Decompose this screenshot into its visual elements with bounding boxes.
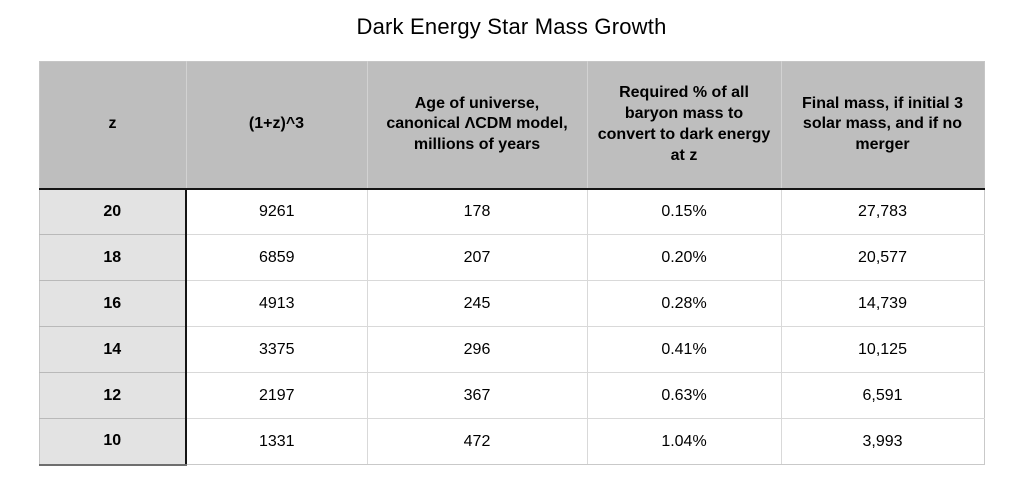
table-cell: 178 xyxy=(366,188,588,235)
row-header-cell: 20 xyxy=(38,188,187,235)
row-header-cell: 14 xyxy=(38,326,187,373)
column-header-z: z xyxy=(38,61,187,190)
column-header-final-mass: Final mass, if initial 3 solar mass, and… xyxy=(780,61,985,190)
table-row: 18 6859 207 0.20% 20,577 xyxy=(38,234,985,281)
table-cell: 14,739 xyxy=(780,280,985,327)
row-header-cell: 16 xyxy=(38,280,187,327)
table-cell: 1.04% xyxy=(586,418,782,465)
column-header-required-percent: Required % of all baryon mass to convert… xyxy=(586,61,782,190)
table-cell: 472 xyxy=(366,418,588,465)
table-cell: 9261 xyxy=(185,188,368,235)
column-header-age-of-universe: Age of universe, canonical ΛCDM model, m… xyxy=(366,61,588,190)
table-cell: 10,125 xyxy=(780,326,985,373)
table-cell: 2197 xyxy=(185,372,368,419)
table-cell: 367 xyxy=(366,372,588,419)
table-cell: 3,993 xyxy=(780,418,985,465)
table-cell: 296 xyxy=(366,326,588,373)
table-cell: 3375 xyxy=(185,326,368,373)
table-cell: 0.63% xyxy=(586,372,782,419)
table-row: 12 2197 367 0.63% 6,591 xyxy=(38,372,985,419)
table-cell: 0.41% xyxy=(586,326,782,373)
dark-energy-star-mass-table: z (1+z)^3 Age of universe, canonical ΛCD… xyxy=(38,61,985,466)
table-cell: 0.20% xyxy=(586,234,782,281)
table-cell: 1331 xyxy=(185,418,368,465)
page-title: Dark Energy Star Mass Growth xyxy=(356,14,667,39)
table-row: 16 4913 245 0.28% 14,739 xyxy=(38,280,985,327)
table-cell: 27,783 xyxy=(780,188,985,235)
table-cell: 6859 xyxy=(185,234,368,281)
table-cell: 0.28% xyxy=(586,280,782,327)
table-row: 14 3375 296 0.41% 10,125 xyxy=(38,326,985,373)
row-header-cell: 18 xyxy=(38,234,187,281)
table-cell: 207 xyxy=(366,234,588,281)
row-header-cell: 12 xyxy=(38,372,187,419)
table-row: 20 9261 178 0.15% 27,783 xyxy=(38,188,985,235)
table-cell: 0.15% xyxy=(586,188,782,235)
row-header-cell: 10 xyxy=(38,418,187,466)
table-cell: 4913 xyxy=(185,280,368,327)
table-cell: 6,591 xyxy=(780,372,985,419)
table-header-row: z (1+z)^3 Age of universe, canonical ΛCD… xyxy=(38,61,985,190)
column-header-1plusz-cubed: (1+z)^3 xyxy=(185,61,368,190)
table-row: 10 1331 472 1.04% 3,993 xyxy=(38,418,985,466)
table-cell: 20,577 xyxy=(780,234,985,281)
table-cell: 245 xyxy=(366,280,588,327)
